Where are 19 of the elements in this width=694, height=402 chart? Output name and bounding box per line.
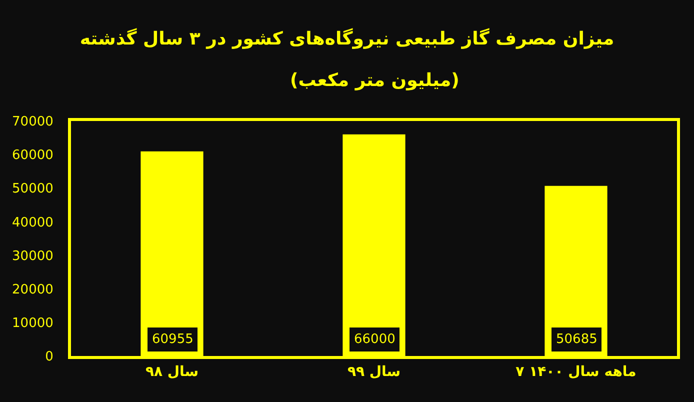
bar bbox=[140, 151, 204, 356]
data-label: 50685 bbox=[556, 332, 598, 347]
chart-subtitle: (میلیون متر مکعب) bbox=[290, 70, 460, 91]
x-tick-label: ۷ ماهه سال ۱۴۰۰ bbox=[516, 364, 636, 380]
x-tick-label: سال ۹۸ bbox=[145, 364, 199, 380]
bar bbox=[342, 134, 406, 356]
y-tick-label: 20000 bbox=[12, 282, 54, 298]
y-tick-label: 50000 bbox=[12, 182, 54, 197]
data-label: 66000 bbox=[354, 332, 396, 347]
data-label: 60955 bbox=[152, 332, 194, 347]
chart-title: میزان مصرف گاز طبیعی نیروگاه‌های کشور در ۳ سال گذشته bbox=[80, 27, 614, 50]
y-tick-label: 60000 bbox=[12, 148, 54, 164]
bar bbox=[544, 186, 608, 356]
y-tick-label: 70000 bbox=[12, 114, 54, 130]
y-tick-label: 0 bbox=[45, 350, 54, 365]
x-tick-label: سال ۹۹ bbox=[347, 364, 401, 380]
y-tick-label: 30000 bbox=[12, 248, 54, 264]
y-tick-label: 40000 bbox=[12, 215, 54, 230]
y-tick-label: 10000 bbox=[12, 316, 54, 331]
